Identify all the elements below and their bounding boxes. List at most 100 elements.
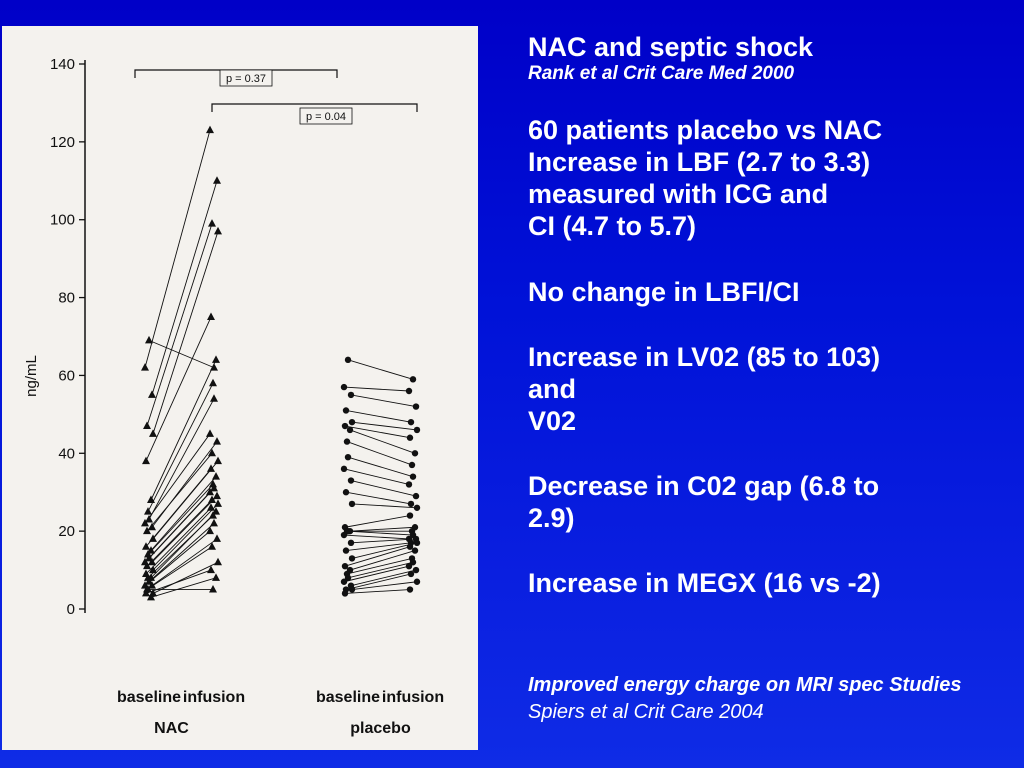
placebo-infusion-point-8 [409,473,417,480]
nac-infusion-point-31 [209,585,217,593]
nac-infusion-point-30 [212,573,220,581]
placebo-baseline-point-2 [347,391,355,399]
y-tick-label-0: 0 [67,601,75,618]
y-tick-label-120: 120 [50,134,75,151]
nac-infusion-point-6 [212,355,220,363]
placebo-baseline-point-5 [341,422,349,430]
nac-pair-line-17 [144,491,211,563]
bullet-lvo2: Increase in LV02 (85 to 103) and V02 [528,342,881,436]
placebo-infusion-point-11 [407,500,415,508]
text-panel: NAC and septic shock Rank et al Crit Car… [528,32,1008,599]
nac-pair-line-18 [151,495,218,563]
placebo-infusion-point-3 [407,418,415,426]
p-value-nac-vs-placebo-baseline-label: p = 0.37 [226,73,266,85]
nac-infusion-point-5 [207,312,215,321]
placebo-pair-line-21 [344,546,411,567]
placebo-infusion-point-13 [406,512,414,519]
placebo-infusion-point-10 [412,492,420,500]
footer-reference: Spiers et al Crit Care 2004 [528,701,764,723]
nac-pair-line-14 [150,476,217,551]
placebo-infusion-point-20 [413,539,421,547]
nac-baseline-point-1 [141,363,149,371]
placebo-pair-line-18 [350,538,417,544]
y-tick-label-60: 60 [58,367,75,384]
x-category-label-2: baseline [316,689,380,706]
placebo-baseline-point-20 [348,555,356,562]
nac-pair-line-21 [145,507,212,575]
placebo-baseline-point-11 [342,489,350,496]
placebo-infusion-point-27 [407,570,415,578]
placebo-infusion-point-6 [411,450,419,457]
p-value-nac-vs-placebo-baseline-box [219,69,273,87]
nac-infusion-point-3 [208,219,216,227]
bullet-co2-gap: Decrease in C02 gap (6.8 to 2.9) [528,471,880,533]
placebo-infusion-point-7 [408,461,416,469]
nac-baseline-point-26 [148,581,156,589]
nac-pair-line-15 [147,484,214,555]
placebo-pair-line-29 [344,589,411,594]
nac-pair-line-9 [144,433,211,524]
footer-citation: Improved energy charge on MRI spec Studi… [528,672,1008,726]
placebo-pair-line-0 [347,359,414,380]
placebo-infusion-point-24 [409,559,417,566]
nac-infusion-point-14 [212,472,220,480]
nac-infusion-point-19 [208,495,216,503]
placebo-pair-line-22 [349,550,416,571]
placebo-pair-line-3 [345,410,412,423]
placebo-pair-line-9 [343,468,410,485]
bullet-megx: Increase in MEGX (16 vs -2) [528,568,881,598]
placebo-infusion-point-1 [405,387,413,395]
y-tick-label-140: 140 [50,56,75,73]
nac-baseline-point-11 [143,526,151,535]
placebo-baseline-point-4 [348,418,356,426]
placebo-infusion-point-5 [406,434,414,441]
nac-infusion-point-17 [206,487,214,496]
slide-title: NAC and septic shock [528,32,814,62]
y-tick-label-40: 40 [58,445,75,462]
placebo-infusion-point-29 [406,586,414,593]
nac-infusion-point-10 [213,437,221,445]
placebo-baseline-point-0 [344,356,352,364]
y-axis-label: ng/mL [23,355,40,397]
placebo-pair-line-28 [351,581,418,590]
bullet-patients: 60 patients placebo vs NAC Increase in L… [528,115,883,241]
placebo-pair-line-24 [347,561,414,579]
placebo-pair-line-2 [350,394,417,408]
placebo-baseline-point-29 [341,590,349,597]
placebo-baseline-point-6 [346,426,354,434]
x-category-label-1: infusion [183,689,245,706]
placebo-baseline-point-16 [344,527,352,535]
nac-infusion-point-22 [212,507,220,515]
placebo-pair-line-13 [344,515,411,528]
nac-baseline-point-14 [147,546,155,554]
nac-infusion-point-16 [210,483,218,492]
nac-infusion-point-8 [210,394,218,402]
nac-baseline-point-4 [149,429,157,437]
placebo-pair-line-8 [347,456,414,478]
nac-pair-line-28 [152,561,219,594]
placebo-infusion-point-4 [413,426,421,434]
nac-baseline-point-30 [147,592,155,601]
nac-pair-line-13 [145,468,212,548]
placebo-baseline-point-21 [341,562,349,570]
nac-infusion-point-20 [214,499,222,507]
nac-pair-line-1 [144,130,211,368]
nac-pair-line-19 [146,499,213,567]
y-tick-label-80: 80 [58,290,75,307]
nac-infusion-point-25 [206,526,214,535]
nac-infusion-point-26 [213,534,221,542]
placebo-baseline-point-10 [347,477,355,484]
nac-pair-line-25 [144,530,211,586]
footer-finding: Improved energy charge on MRI spec Studi… [528,674,962,696]
placebo-baseline-point-18 [347,539,355,547]
figure-panel: 0 20 40 60 80 100 120 140 ng/mL baseline infusion b… [2,26,478,750]
placebo-infusion-point-26 [412,566,420,574]
y-tick-label-100: 100 [50,212,75,229]
placebo-baseline-point-24 [344,574,352,582]
placebo-pair-line-20 [351,542,418,559]
placebo-infusion-point-12 [413,504,421,511]
nac-pair-line-3 [146,223,213,427]
nac-baseline-point-15 [144,550,152,558]
nac-pair-line-26 [151,538,218,587]
